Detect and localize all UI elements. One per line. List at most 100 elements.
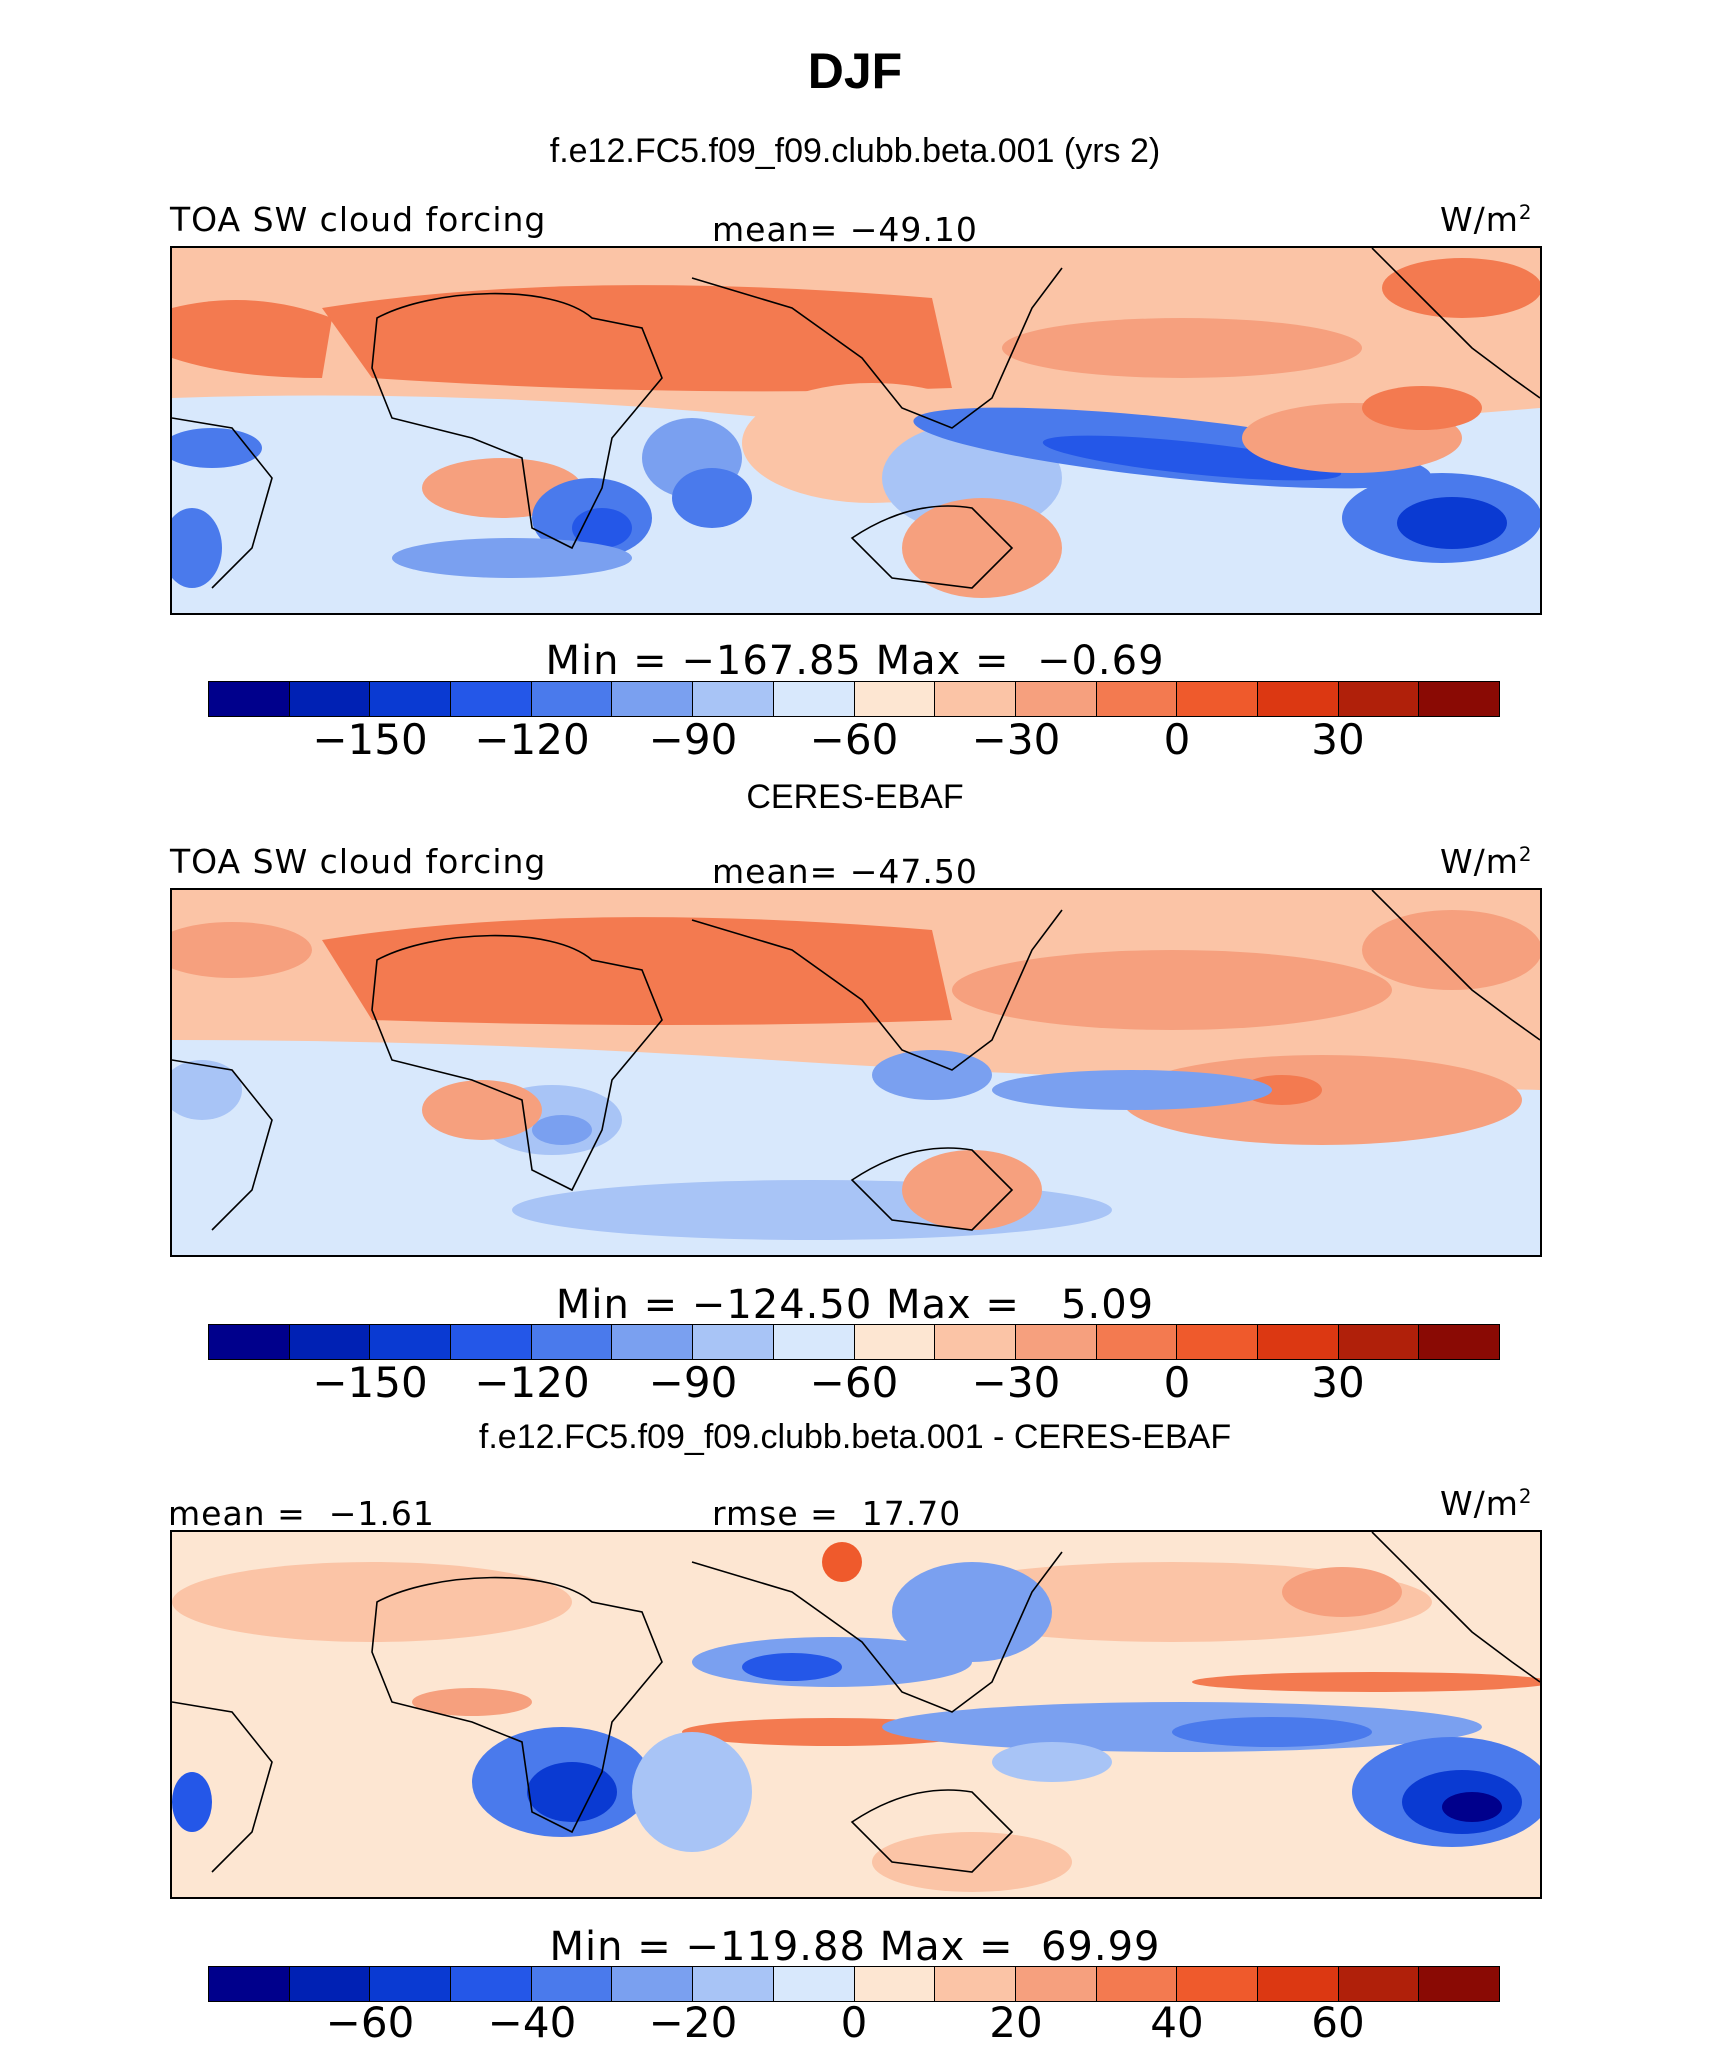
panel-1-colorbar	[208, 681, 1500, 717]
colorbar-tick: −20	[648, 1998, 738, 2047]
colorbar-tick: 40	[1150, 1998, 1204, 2047]
colorbar-tick: 20	[989, 1998, 1043, 2047]
colorbar-swatch	[451, 1967, 532, 2001]
colorbar-swatch	[773, 1967, 855, 2001]
panel-1-units: W/m2	[1440, 200, 1533, 239]
colorbar-swatch	[935, 682, 1016, 716]
colorbar-swatch	[1419, 682, 1499, 716]
panel-2-units-base: W/m	[1440, 842, 1519, 881]
colorbar-swatch	[693, 1967, 774, 2001]
colorbar-tick: −150	[312, 715, 428, 764]
colorbar-swatch	[209, 682, 290, 716]
colorbar-swatch	[451, 682, 532, 716]
colorbar-swatch	[1015, 1967, 1097, 2001]
colorbar-swatch	[773, 682, 855, 716]
panel-1-header: f.e12.FC5.f09_f09.clubb.beta.001 (yrs 2)	[549, 132, 1161, 170]
panel-3-units: W/m2	[1440, 1484, 1533, 1523]
panel-1-variable-label: TOA SW cloud forcing	[170, 200, 547, 239]
colorbar-swatch	[854, 1967, 936, 2001]
panel-2-variable-label: TOA SW cloud forcing	[170, 842, 547, 881]
colorbar-swatch	[1338, 1325, 1420, 1359]
colorbar-tick: −120	[474, 1358, 590, 1407]
panel-2-map-canvas	[172, 890, 1540, 1255]
colorbar-tick: 30	[1311, 1358, 1365, 1407]
colorbar-tick: −30	[971, 715, 1061, 764]
colorbar-swatch	[1177, 1325, 1258, 1359]
colorbar-swatch	[289, 1967, 371, 2001]
colorbar-swatch	[773, 1325, 855, 1359]
panel-1-stats: Min = −167.85 Max = −0.69	[545, 638, 1165, 684]
colorbar-tick: −90	[648, 1358, 738, 1407]
panel-1-map	[170, 246, 1542, 615]
colorbar-tick: −120	[474, 715, 590, 764]
colorbar-swatch	[531, 682, 613, 716]
panel-3-colorbar	[208, 1966, 1500, 2002]
panel-1-units-base: W/m	[1440, 200, 1519, 239]
colorbar-swatch	[370, 682, 452, 716]
colorbar-tick: −30	[971, 1358, 1061, 1407]
panel-3-header: f.e12.FC5.f09_f09.clubb.beta.001 - CERES…	[478, 1418, 1232, 1456]
panel-2-map	[170, 888, 1542, 1257]
colorbar-tick: 0	[1163, 1358, 1191, 1407]
panel-1-colorbar-ticks: −150 −120 −90 −60 −30 0 30	[0, 715, 1710, 765]
colorbar-swatch	[1338, 1967, 1420, 2001]
colorbar-swatch	[854, 1325, 936, 1359]
colorbar-swatch	[1257, 1967, 1339, 2001]
panel-3-units-base: W/m	[1440, 1484, 1519, 1523]
colorbar-swatch	[451, 1325, 532, 1359]
colorbar-tick: −40	[487, 1998, 577, 2047]
panel-1-mean-label: mean= −49.10	[712, 210, 978, 249]
colorbar-swatch	[1419, 1325, 1499, 1359]
colorbar-swatch	[612, 1967, 694, 2001]
panel-2-colorbar-ticks: −150 −120 −90 −60 −30 0 30	[0, 1358, 1710, 1408]
colorbar-swatch	[1096, 682, 1178, 716]
panel-2-colorbar	[208, 1324, 1500, 1360]
colorbar-swatch	[935, 1967, 1016, 2001]
colorbar-swatch	[1096, 1967, 1178, 2001]
colorbar-swatch	[854, 682, 936, 716]
panel-3-units-exponent: 2	[1518, 1485, 1533, 1508]
colorbar-swatch	[370, 1325, 452, 1359]
panel-2-header: CERES-EBAF	[746, 778, 964, 816]
panel-2-units-exponent: 2	[1518, 843, 1533, 866]
colorbar-swatch	[1177, 682, 1258, 716]
colorbar-swatch	[1419, 1967, 1499, 2001]
colorbar-swatch	[1257, 682, 1339, 716]
colorbar-tick: −60	[809, 715, 899, 764]
colorbar-swatch	[612, 1325, 694, 1359]
colorbar-swatch	[370, 1967, 452, 2001]
panel-3-map	[170, 1530, 1542, 1899]
colorbar-swatch	[1257, 1325, 1339, 1359]
panel-3-stats: Min = −119.88 Max = 69.99	[549, 1924, 1161, 1970]
panel-1-units-exponent: 2	[1518, 201, 1533, 224]
figure-title: DJF	[807, 43, 903, 99]
colorbar-swatch	[1096, 1325, 1178, 1359]
panel-1-map-canvas	[172, 248, 1540, 613]
colorbar-swatch	[693, 1325, 774, 1359]
colorbar-tick: −150	[312, 1358, 428, 1407]
colorbar-swatch	[1015, 1325, 1097, 1359]
colorbar-swatch	[289, 682, 371, 716]
colorbar-swatch	[209, 1325, 290, 1359]
panel-3-colorbar-ticks: −60 −40 −20 0 20 40 60	[0, 1998, 1710, 2048]
colorbar-swatch	[531, 1325, 613, 1359]
panel-2-units: W/m2	[1440, 842, 1533, 881]
colorbar-swatch	[1177, 1967, 1258, 2001]
panel-2-mean-label: mean= −47.50	[712, 852, 978, 891]
panel-3-mean-label: mean = −1.61	[168, 1494, 435, 1533]
colorbar-tick: 30	[1311, 715, 1365, 764]
colorbar-swatch	[1015, 682, 1097, 716]
colorbar-swatch	[209, 1967, 290, 2001]
colorbar-swatch	[531, 1967, 613, 2001]
colorbar-tick: 0	[1163, 715, 1191, 764]
colorbar-tick: −60	[325, 1998, 415, 2047]
colorbar-swatch	[693, 682, 774, 716]
colorbar-tick: −90	[648, 715, 738, 764]
panel-2-stats: Min = −124.50 Max = 5.09	[555, 1282, 1155, 1328]
colorbar-swatch	[612, 682, 694, 716]
colorbar-swatch	[1338, 682, 1420, 716]
colorbar-tick: 60	[1311, 1998, 1365, 2047]
colorbar-tick: −60	[809, 1358, 899, 1407]
colorbar-tick: 0	[840, 1998, 868, 2047]
panel-3-map-canvas	[172, 1532, 1540, 1897]
